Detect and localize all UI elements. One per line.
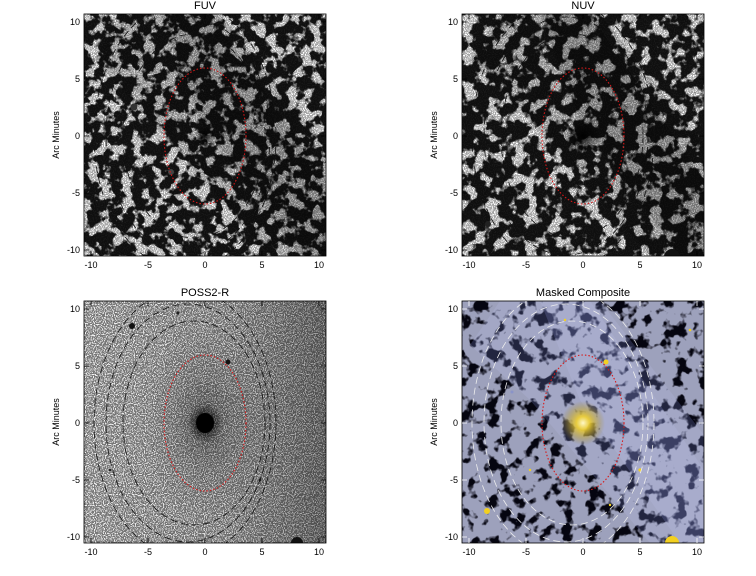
x-tick-label: 5 xyxy=(259,260,264,270)
y-tick-label: 10 xyxy=(70,17,80,27)
y-tick-label: -5 xyxy=(72,475,80,485)
y-tick-label: -10 xyxy=(67,245,80,255)
x-tick-label: 10 xyxy=(314,260,324,270)
y-tick-label: 5 xyxy=(453,74,458,84)
x-tick-label: 10 xyxy=(692,260,702,270)
y-tick-label: 10 xyxy=(70,304,80,314)
y-tick-label: 5 xyxy=(75,361,80,371)
image-area xyxy=(84,14,326,256)
y-tick-label: -10 xyxy=(67,532,80,542)
ellipse-overlays xyxy=(471,14,655,256)
y-tick-label: 10 xyxy=(448,17,458,27)
ellipse-overlays xyxy=(93,301,277,543)
y-tick-label: -5 xyxy=(450,188,458,198)
x-tick-label: -10 xyxy=(84,547,97,557)
ticks: -10 -5 0 5 10 10 5 0 -5 -10 xyxy=(67,14,326,270)
x-tick-label: -5 xyxy=(522,260,530,270)
x-tick-label: -10 xyxy=(462,547,475,557)
x-tick-label: 10 xyxy=(692,547,702,557)
panel-title: FUV xyxy=(194,0,217,12)
y-tick-label: 10 xyxy=(448,304,458,314)
x-tick-label: 5 xyxy=(637,260,642,270)
x-tick-label: 0 xyxy=(580,260,585,270)
panel-title: NUV xyxy=(571,0,595,12)
x-tick-label: -10 xyxy=(462,260,475,270)
y-axis-label: Arc Minutes xyxy=(429,398,439,446)
y-axis-label: Arc Minutes xyxy=(429,111,439,159)
x-tick-label: -5 xyxy=(144,547,152,557)
ellipse-overlays xyxy=(471,301,655,543)
y-tick-label: -5 xyxy=(72,188,80,198)
y-tick-label: 5 xyxy=(75,74,80,84)
y-tick-label: 0 xyxy=(453,131,458,141)
x-tick-label: -5 xyxy=(522,547,530,557)
ellipse-overlays xyxy=(93,14,277,256)
panel-fuv: FUV Arc Minutes -10 -5 0 5 xyxy=(51,0,327,270)
x-tick-label: 0 xyxy=(580,547,585,557)
panel-poss2-r: POSS2-R Arc Minutes -10 -5 0 5 xyxy=(51,287,327,557)
y-tick-label: 0 xyxy=(453,418,458,428)
panel-title: Masked Composite xyxy=(536,287,630,299)
panel-title: POSS2-R xyxy=(181,287,229,299)
image-area xyxy=(84,301,326,543)
panel-nuv: NUV Arc Minutes -10 -5 0 5 10 xyxy=(429,0,705,270)
panel-masked-composite: Masked Composite Arc Minutes xyxy=(429,287,705,557)
y-tick-label: -10 xyxy=(445,532,458,542)
y-tick-label: -10 xyxy=(445,245,458,255)
x-tick-label: -5 xyxy=(144,260,152,270)
y-tick-label: 0 xyxy=(75,418,80,428)
y-axis-label: Arc Minutes xyxy=(51,398,61,446)
x-tick-label: 0 xyxy=(202,260,207,270)
x-tick-label: 10 xyxy=(314,547,324,557)
image-area xyxy=(462,14,704,256)
x-tick-label: 5 xyxy=(637,547,642,557)
ticks: -10 -5 0 5 10 10 5 0 -5 -10 xyxy=(445,301,704,557)
x-tick-label: -10 xyxy=(84,260,97,270)
x-tick-label: 5 xyxy=(259,547,264,557)
ticks: -10 -5 0 5 10 10 5 0 -5 -10 xyxy=(445,14,704,270)
x-tick-label: 0 xyxy=(202,547,207,557)
y-tick-label: 0 xyxy=(75,131,80,141)
ticks: -10 -5 0 5 10 10 5 0 -5 -10 xyxy=(67,301,326,557)
image-area xyxy=(462,301,704,543)
y-axis-label: Arc Minutes xyxy=(51,111,61,159)
y-tick-label: -5 xyxy=(450,475,458,485)
y-tick-label: 5 xyxy=(453,361,458,371)
